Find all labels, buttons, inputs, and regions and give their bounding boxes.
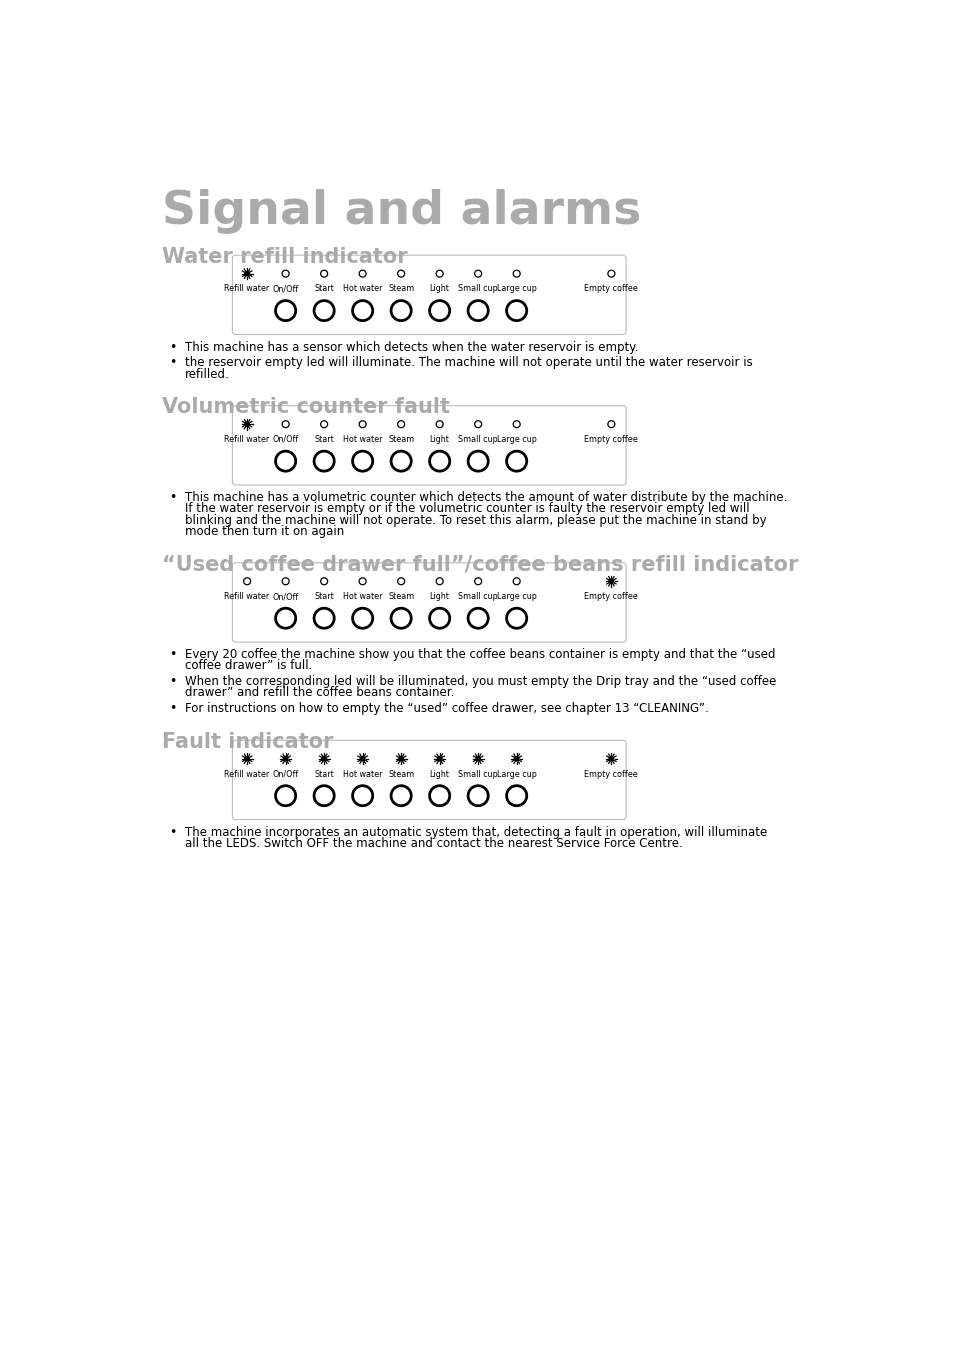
Text: Start: Start [314, 769, 334, 779]
Text: Refill water: Refill water [224, 285, 270, 293]
Text: Steam: Steam [388, 769, 414, 779]
Text: Empty coffee: Empty coffee [584, 435, 638, 444]
Text: Light: Light [429, 593, 449, 601]
Text: Empty coffee: Empty coffee [584, 285, 638, 293]
Text: This machine has a volumetric counter which detects the amount of water distribu: This machine has a volumetric counter wh… [185, 491, 786, 504]
Text: Large cup: Large cup [497, 593, 536, 601]
Text: all the LEDS. Switch OFF the machine and contact the nearest Service Force Centr: all the LEDS. Switch OFF the machine and… [185, 837, 682, 850]
Text: Every 20 coffee the machine show you that the coffee beans container is empty an: Every 20 coffee the machine show you tha… [185, 648, 775, 662]
Circle shape [436, 756, 441, 761]
Text: Fault indicator: Fault indicator [162, 732, 333, 752]
Text: For instructions on how to empty the “used” coffee drawer, see chapter 13 “CLEAN: For instructions on how to empty the “us… [185, 702, 708, 716]
Text: “Used coffee drawer full”/coffee beans refill indicator: “Used coffee drawer full”/coffee beans r… [162, 555, 798, 574]
Circle shape [245, 423, 249, 427]
FancyBboxPatch shape [233, 406, 625, 485]
Text: If the water reservoir is empty or if the volumetric counter is faulty the reser: If the water reservoir is empty or if th… [185, 502, 749, 516]
Text: The machine incorporates an automatic system that, detecting a fault in operatio: The machine incorporates an automatic sy… [185, 826, 766, 838]
Text: •: • [170, 356, 177, 370]
Text: This machine has a sensor which detects when the water reservoir is empty.: This machine has a sensor which detects … [185, 340, 638, 354]
Circle shape [608, 579, 613, 583]
FancyBboxPatch shape [233, 740, 625, 819]
Text: Large cup: Large cup [497, 435, 536, 444]
Text: Hot water: Hot water [342, 769, 382, 779]
Text: Small cup: Small cup [457, 435, 497, 444]
FancyBboxPatch shape [233, 563, 625, 643]
Circle shape [476, 756, 480, 761]
Text: Signal and alarms: Signal and alarms [162, 189, 640, 234]
Text: the reservoir empty led will illuminate. The machine will not operate until the : the reservoir empty led will illuminate.… [185, 356, 752, 370]
Text: Volumetric counter fault: Volumetric counter fault [162, 397, 450, 417]
Text: Start: Start [314, 593, 334, 601]
Text: Hot water: Hot water [342, 593, 382, 601]
Text: refilled.: refilled. [185, 367, 230, 381]
Text: Empty coffee: Empty coffee [584, 769, 638, 779]
Text: •: • [170, 826, 177, 838]
Text: drawer” and refill the coffee beans container.: drawer” and refill the coffee beans cont… [185, 686, 454, 699]
Text: Steam: Steam [388, 593, 414, 601]
Text: •: • [170, 648, 177, 662]
Text: •: • [170, 702, 177, 716]
Text: Hot water: Hot water [342, 435, 382, 444]
Text: When the corresponding led will be illuminated, you must empty the Drip tray and: When the corresponding led will be illum… [185, 675, 776, 688]
Text: •: • [170, 675, 177, 688]
Text: Large cup: Large cup [497, 285, 536, 293]
Text: blinking and the machine will not operate. To reset this alarm, please put the m: blinking and the machine will not operat… [185, 513, 766, 526]
Text: Light: Light [429, 285, 449, 293]
Text: Small cup: Small cup [457, 769, 497, 779]
Text: Empty coffee: Empty coffee [584, 593, 638, 601]
Text: On/Off: On/Off [273, 285, 298, 293]
Circle shape [245, 756, 249, 761]
Text: Small cup: Small cup [457, 285, 497, 293]
Text: Steam: Steam [388, 435, 414, 444]
Text: •: • [170, 491, 177, 504]
Text: Small cup: Small cup [457, 593, 497, 601]
FancyBboxPatch shape [233, 255, 625, 335]
Circle shape [514, 756, 518, 761]
Circle shape [360, 756, 365, 761]
Text: Large cup: Large cup [497, 769, 536, 779]
Circle shape [608, 756, 613, 761]
Text: On/Off: On/Off [273, 769, 298, 779]
Text: Refill water: Refill water [224, 435, 270, 444]
Text: Start: Start [314, 435, 334, 444]
Text: Water refill indicator: Water refill indicator [162, 247, 407, 267]
Text: Refill water: Refill water [224, 593, 270, 601]
Text: Refill water: Refill water [224, 769, 270, 779]
Text: On/Off: On/Off [273, 435, 298, 444]
Circle shape [321, 756, 326, 761]
Text: On/Off: On/Off [273, 593, 298, 601]
Circle shape [283, 756, 288, 761]
Text: •: • [170, 340, 177, 354]
Text: Hot water: Hot water [342, 285, 382, 293]
Text: Start: Start [314, 285, 334, 293]
Text: coffee drawer” is full.: coffee drawer” is full. [185, 659, 313, 672]
Text: Light: Light [429, 769, 449, 779]
Text: Steam: Steam [388, 285, 414, 293]
Text: Light: Light [429, 435, 449, 444]
Circle shape [245, 271, 249, 275]
Text: mode then turn it on again: mode then turn it on again [185, 525, 344, 537]
Circle shape [398, 756, 403, 761]
